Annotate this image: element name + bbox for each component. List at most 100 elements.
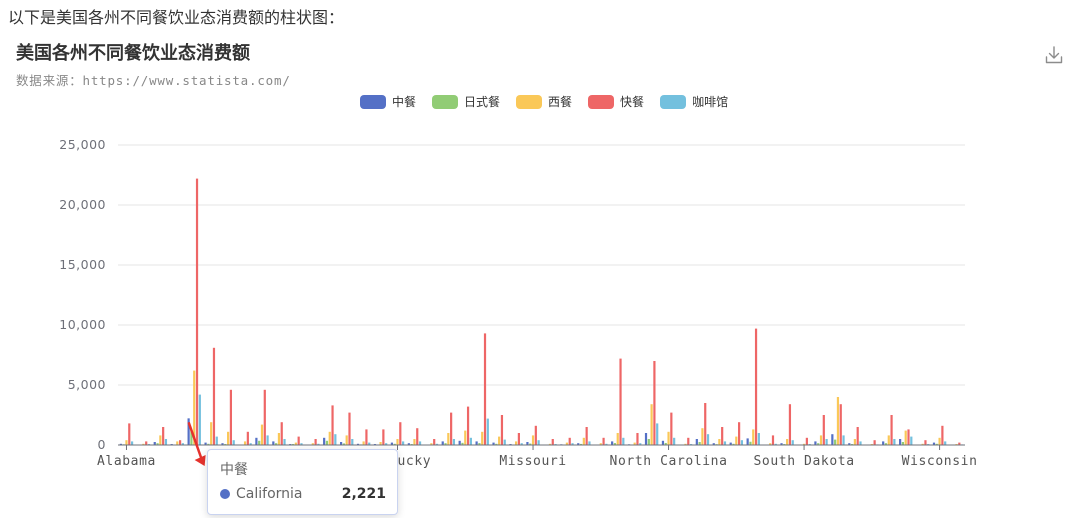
tooltip-row: California 2,221	[220, 486, 386, 502]
bar	[458, 440, 461, 445]
bar	[769, 443, 772, 445]
bar	[486, 418, 489, 445]
bar	[941, 425, 944, 445]
bar	[848, 443, 851, 445]
bar	[667, 431, 670, 445]
chart-subtitle: 数据来源：https://www.statista.com/	[16, 73, 291, 88]
bar	[647, 439, 650, 445]
bar	[393, 443, 396, 445]
bar	[548, 443, 552, 445]
bar	[478, 443, 481, 445]
bar	[461, 442, 464, 445]
pointer-head	[194, 455, 206, 466]
tooltip-title: 中餐	[220, 462, 248, 478]
bar	[842, 435, 845, 445]
legend-item-fastfood[interactable]: 快餐	[588, 93, 644, 110]
tooltip: 中餐 California 2,221	[207, 449, 398, 515]
bar	[283, 439, 286, 445]
bar	[495, 443, 498, 445]
bar	[805, 437, 808, 445]
bar	[195, 178, 199, 445]
bar	[622, 437, 625, 445]
bar	[579, 443, 583, 445]
bar	[534, 425, 537, 445]
bar	[873, 440, 876, 445]
bar	[153, 442, 156, 445]
bar	[834, 439, 837, 445]
bar	[706, 434, 710, 445]
bar	[704, 403, 707, 445]
legend-item-western[interactable]: 西餐	[516, 93, 572, 110]
bar	[399, 422, 402, 445]
x-tick-label: North Carolina	[610, 454, 728, 469]
bar	[260, 424, 264, 445]
bar	[670, 412, 673, 445]
bar	[664, 442, 667, 445]
bar	[754, 328, 758, 445]
bar	[435, 443, 439, 445]
bar	[520, 443, 523, 445]
bar	[729, 442, 732, 445]
bar	[613, 443, 617, 445]
bar	[653, 361, 656, 445]
bar	[311, 443, 314, 445]
bar	[215, 436, 218, 445]
bar	[249, 443, 252, 445]
bar	[924, 440, 927, 445]
bar	[853, 439, 856, 445]
bar	[721, 427, 724, 445]
bar	[390, 442, 394, 445]
bar	[701, 428, 704, 445]
bar	[492, 442, 495, 445]
bar	[396, 439, 399, 445]
bar	[819, 435, 823, 445]
bar	[650, 404, 653, 445]
bar	[272, 441, 275, 445]
y-tick-label: 15,000	[59, 257, 106, 272]
bar	[831, 434, 834, 445]
bar	[774, 443, 777, 445]
y-tick-label: 25,000	[59, 137, 106, 152]
bar	[817, 443, 820, 445]
bar	[904, 430, 907, 445]
bar	[526, 442, 529, 445]
bar	[890, 415, 893, 445]
bar	[483, 333, 487, 445]
download-button[interactable]	[1043, 44, 1065, 66]
legend-swatch	[588, 94, 615, 109]
legend-swatch	[360, 94, 386, 109]
bar	[901, 442, 905, 445]
bar	[695, 439, 698, 445]
bar	[616, 433, 619, 445]
bar	[899, 439, 902, 445]
legend-label: 咖啡馆	[692, 95, 729, 109]
legend-item-japanese[interactable]: 日式餐	[432, 93, 500, 110]
bar	[444, 443, 447, 445]
legend-item-chinese[interactable]: 中餐	[360, 93, 416, 110]
bar	[475, 441, 478, 445]
bar	[328, 431, 331, 445]
bar	[229, 389, 233, 445]
legend-label: 西餐	[548, 95, 573, 109]
bar	[529, 443, 532, 445]
tooltip-value: 2,221	[341, 486, 386, 502]
bar	[740, 440, 744, 445]
bar	[517, 433, 520, 445]
bar	[551, 439, 554, 445]
bar	[712, 443, 715, 445]
y-tick-label: 5,000	[68, 377, 106, 392]
bar	[416, 428, 419, 445]
bar	[537, 440, 540, 445]
legend-item-cafe[interactable]: 咖啡馆	[660, 93, 728, 110]
bar	[385, 443, 388, 445]
bar	[243, 441, 247, 445]
bar	[673, 437, 676, 445]
bar	[893, 439, 896, 445]
bar	[565, 442, 569, 445]
bar	[277, 433, 281, 445]
bar	[331, 405, 334, 445]
bar	[839, 404, 842, 445]
bar	[656, 423, 659, 445]
bar	[193, 370, 196, 445]
